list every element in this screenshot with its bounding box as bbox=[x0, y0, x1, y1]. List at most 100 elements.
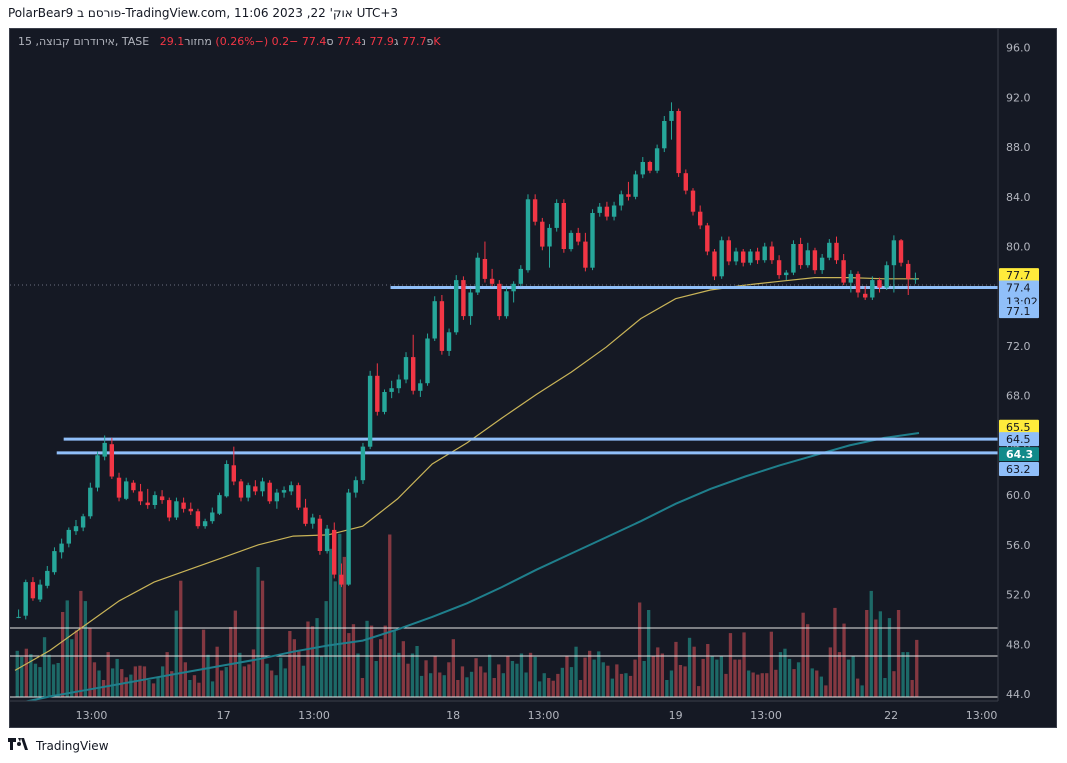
volume-bar bbox=[297, 651, 301, 697]
time-tick-label: 18 bbox=[446, 709, 460, 722]
volume-bar bbox=[79, 590, 83, 697]
volume-bar bbox=[815, 670, 819, 697]
candle-body bbox=[626, 194, 631, 197]
candle-body bbox=[274, 492, 279, 502]
price-tick-label: 48.0 bbox=[1006, 638, 1031, 651]
candle-body bbox=[776, 260, 782, 276]
volume-bar bbox=[460, 666, 465, 697]
candle-body bbox=[425, 338, 430, 384]
candle-body bbox=[877, 280, 882, 288]
price-badge-label: 77.4 bbox=[1006, 282, 1031, 295]
candle-body bbox=[109, 444, 114, 477]
price-badge bbox=[999, 419, 1039, 434]
volume-bar bbox=[356, 653, 360, 697]
candle-body bbox=[891, 240, 897, 266]
candle-body bbox=[554, 203, 559, 228]
volume-bar bbox=[310, 626, 315, 697]
volume-bar bbox=[424, 660, 428, 697]
candle-body bbox=[353, 480, 358, 493]
volume-bar bbox=[24, 648, 28, 697]
candle-body bbox=[281, 490, 287, 493]
candle-body bbox=[52, 551, 57, 573]
price-badge-label: 64.5 bbox=[1006, 433, 1031, 446]
volume-bar bbox=[229, 627, 233, 697]
volume-bar bbox=[528, 652, 533, 697]
candle-body bbox=[475, 257, 480, 293]
volume-bar bbox=[129, 674, 133, 697]
volume-bar bbox=[574, 646, 578, 697]
volume-bar bbox=[392, 630, 396, 697]
candle-body bbox=[898, 240, 904, 263]
volume-bar bbox=[606, 665, 610, 697]
volume-bar bbox=[515, 663, 519, 697]
volume-bar bbox=[70, 639, 74, 697]
volume-bar bbox=[760, 673, 764, 697]
volume-bar bbox=[188, 680, 192, 697]
candle-body bbox=[504, 291, 509, 317]
chart-panel[interactable]: 43.040.536.8 96.092.088.084.080.076.072.… bbox=[9, 28, 1057, 728]
candle-body bbox=[411, 357, 416, 391]
volume-bar bbox=[824, 685, 828, 697]
volume-bar bbox=[383, 625, 387, 697]
volume-bar bbox=[360, 678, 365, 697]
price-tick-label: 92.0 bbox=[1006, 91, 1031, 104]
candle-body bbox=[296, 485, 301, 508]
candle-body bbox=[834, 242, 839, 261]
volume-bar bbox=[906, 652, 910, 697]
candle-body bbox=[726, 240, 731, 262]
volume-bar bbox=[560, 667, 564, 697]
candle-body bbox=[124, 481, 129, 499]
volume-bar bbox=[869, 590, 873, 697]
volume-bar bbox=[842, 623, 846, 697]
volume-bar bbox=[288, 631, 292, 697]
volume-bar bbox=[161, 666, 165, 697]
candle-body bbox=[619, 194, 624, 206]
tradingview-logo-icon[interactable] bbox=[8, 738, 30, 754]
volume-bar bbox=[828, 647, 832, 697]
volume-bar bbox=[374, 661, 378, 697]
candle-body bbox=[870, 280, 875, 298]
volume-bar bbox=[251, 649, 256, 697]
volume-bar bbox=[256, 567, 260, 697]
candle-body bbox=[540, 221, 545, 247]
volume-bar bbox=[324, 601, 328, 697]
volume-bar bbox=[524, 672, 528, 697]
volume-bar bbox=[801, 612, 805, 697]
price-tick-label: 84.0 bbox=[1006, 191, 1031, 204]
candlestick-chart[interactable]: 43.040.536.8 96.092.088.084.080.076.072.… bbox=[10, 29, 1057, 728]
candle-body bbox=[733, 251, 739, 262]
volume-bar bbox=[301, 665, 306, 697]
volume-bar bbox=[619, 673, 624, 697]
footer-brand[interactable]: TradingView bbox=[36, 739, 109, 753]
volume-bar bbox=[878, 611, 882, 697]
time-axis-background bbox=[10, 701, 998, 727]
candle-body bbox=[332, 529, 337, 575]
volume-bar bbox=[111, 668, 115, 697]
legend-open-label: פ bbox=[426, 35, 434, 48]
candle-body bbox=[719, 240, 724, 277]
volume-bar bbox=[538, 681, 542, 697]
volume-bar bbox=[547, 678, 551, 697]
volume-bar bbox=[315, 618, 319, 697]
candle-body bbox=[174, 501, 179, 518]
price-badge bbox=[999, 462, 1039, 477]
volume-bar bbox=[892, 671, 896, 697]
volume-bar bbox=[174, 610, 178, 697]
volume-bar bbox=[429, 673, 433, 697]
candle-body bbox=[812, 250, 818, 271]
time-tick-label: 22 bbox=[884, 709, 898, 722]
volume-bar bbox=[469, 671, 474, 697]
volume-bar bbox=[419, 675, 424, 697]
volume-bar bbox=[47, 654, 51, 697]
candle-body bbox=[705, 225, 710, 252]
price-badge bbox=[999, 432, 1039, 447]
volume-bar bbox=[274, 675, 278, 697]
legend-low: 77.4 bbox=[337, 35, 362, 48]
volume-bar bbox=[347, 633, 351, 697]
candle-body bbox=[59, 543, 64, 553]
candle-body bbox=[403, 357, 409, 380]
volume-bar bbox=[442, 675, 446, 697]
volume-bar bbox=[697, 686, 701, 697]
candle-body bbox=[489, 278, 495, 284]
